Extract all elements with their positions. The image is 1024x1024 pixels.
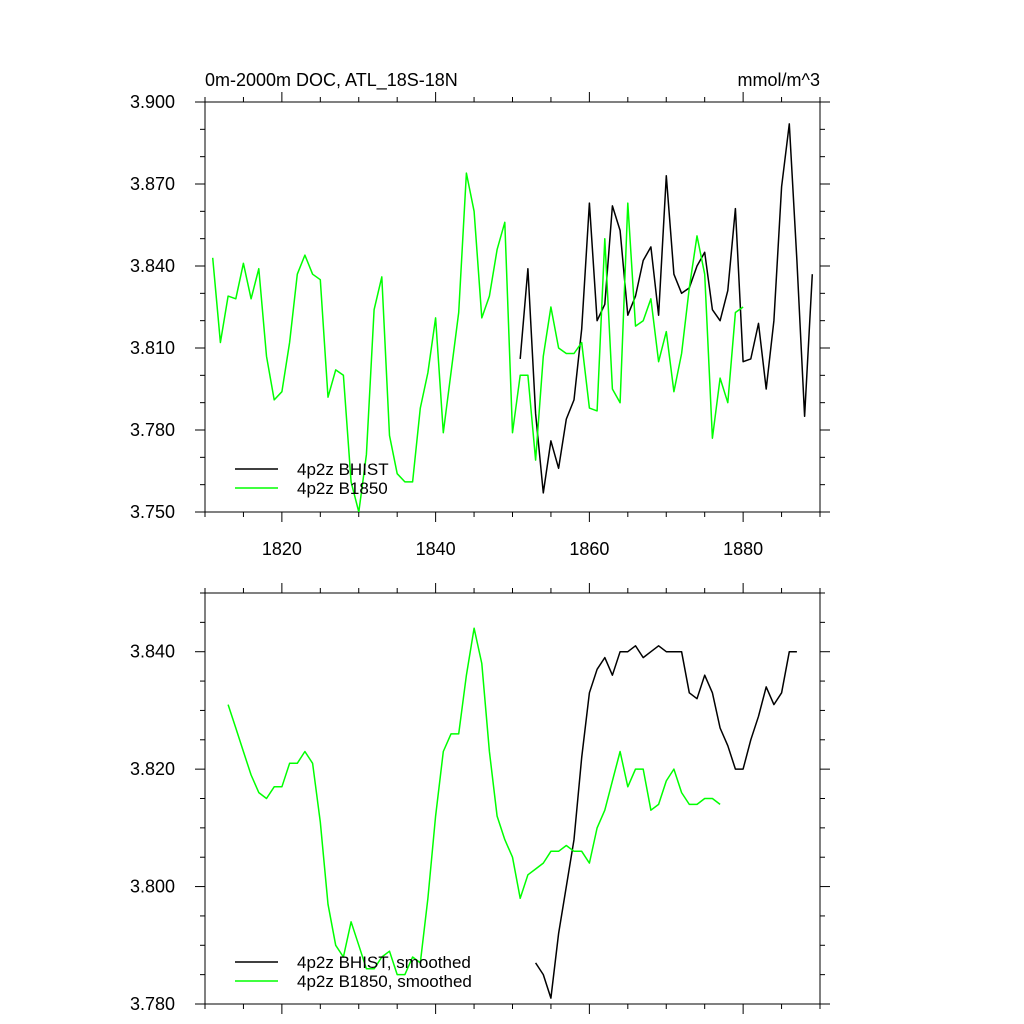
legend-label: 4p2z B1850, smoothed	[297, 972, 472, 991]
y-tick-label: 3.810	[130, 338, 175, 358]
series-line	[227, 627, 721, 976]
y-tick-label: 3.870	[130, 174, 175, 194]
x-tick-label: 1860	[569, 539, 609, 559]
series-line	[519, 123, 814, 494]
y-tick-label: 3.900	[130, 92, 175, 112]
bottom-panel: 3.780 3.800 3.820 3.840 4p2z BHIST, smoothed…	[130, 583, 830, 1014]
series-line	[534, 645, 797, 999]
x-tick-label: 1880	[723, 539, 763, 559]
x-tick-label: 1820	[262, 539, 302, 559]
x-tick-label: 1840	[416, 539, 456, 559]
chart-title: 0m-2000m DOC, ATL_18S-18N	[205, 70, 458, 91]
series-line	[211, 172, 744, 512]
plot-frame	[204, 101, 821, 513]
legend-label: 4p2z B1850	[297, 479, 388, 498]
legend-label: 4p2z BHIST, smoothed	[297, 953, 471, 972]
y-tick-label: 3.840	[130, 642, 175, 662]
legend-label: 4p2z BHIST	[297, 460, 389, 479]
plot-frame	[204, 592, 821, 1005]
y-tick-label: 3.780	[130, 420, 175, 440]
top-panel: 1820 1840 1860 1880 3.750 3.780 3.810 3.840 3.87…	[130, 92, 830, 559]
y-tick-label: 3.840	[130, 256, 175, 276]
y-tick-label: 3.820	[130, 759, 175, 779]
y-tick-label: 3.750	[130, 502, 175, 522]
y-tick-label: 3.780	[130, 994, 175, 1014]
y-tick-label: 3.800	[130, 877, 175, 897]
units-label: mmol/m^3	[738, 70, 820, 90]
